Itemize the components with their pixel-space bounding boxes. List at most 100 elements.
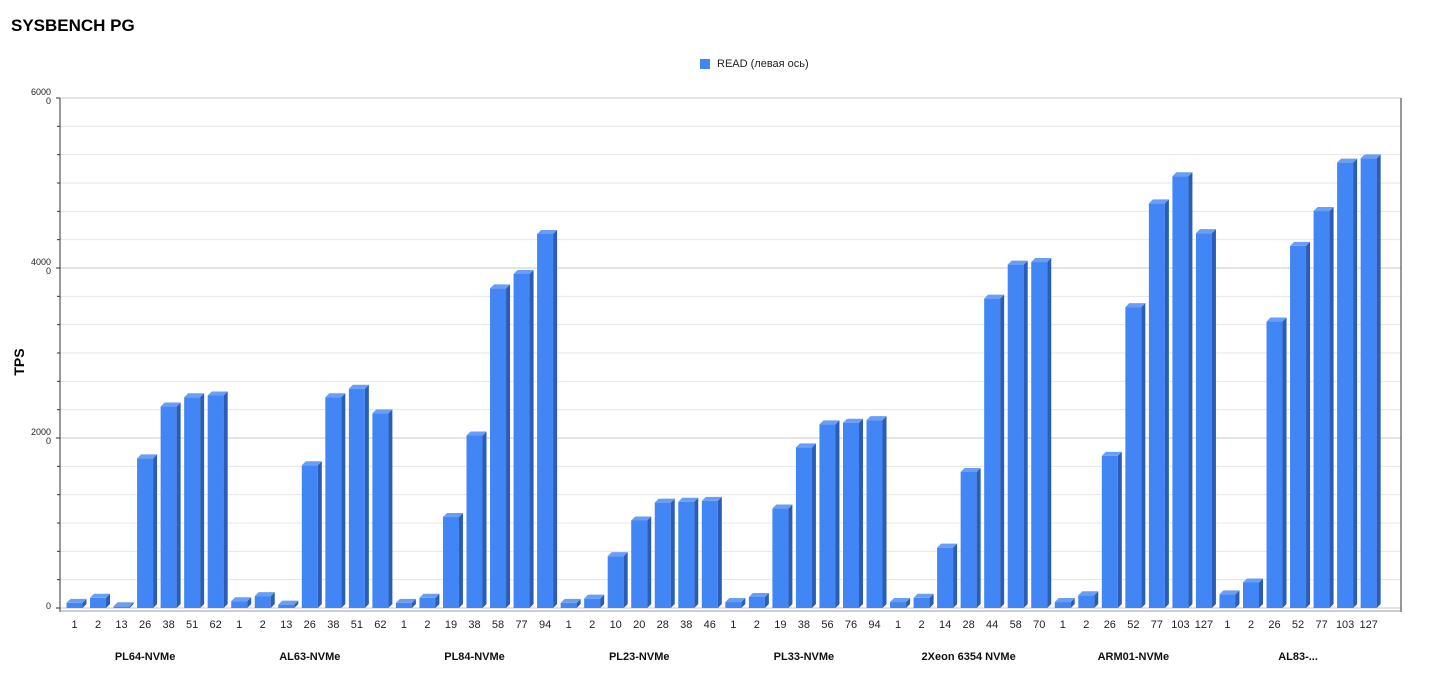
x-tick-label-5-2: 14 bbox=[939, 619, 951, 631]
x-tick-label-3-5: 38 bbox=[680, 619, 692, 631]
bar-5-0 bbox=[890, 602, 907, 608]
x-tick-label-5-3: 28 bbox=[963, 619, 975, 631]
bar-4-5-top bbox=[842, 418, 863, 423]
bar-5-3-side bbox=[976, 468, 981, 608]
bar-4-6-top bbox=[866, 416, 887, 421]
bar-0-3-top bbox=[137, 454, 158, 459]
bar-4-6 bbox=[866, 420, 883, 608]
bar-4-5 bbox=[842, 422, 859, 608]
bar-1-5-side bbox=[364, 384, 369, 608]
bar-6-4-top bbox=[1148, 199, 1169, 204]
bar-7-3 bbox=[1290, 245, 1307, 608]
bar-6-6-side bbox=[1211, 229, 1216, 608]
bar-6-5 bbox=[1172, 176, 1189, 608]
bar-0-1-top bbox=[90, 593, 111, 598]
x-tick-label-4-2: 19 bbox=[774, 619, 786, 631]
bar-2-5-top bbox=[513, 269, 534, 274]
y-tick-label-2000: 2000 bbox=[31, 427, 51, 437]
bar-5-1 bbox=[913, 597, 930, 608]
bar-6-3-top bbox=[1125, 303, 1146, 308]
x-tick-label-6-6: 127 bbox=[1195, 619, 1213, 631]
group-label-2: PL84-NVMe bbox=[444, 651, 505, 663]
x-tick-label-6-2: 26 bbox=[1104, 619, 1116, 631]
bar-0-2-side bbox=[129, 602, 134, 608]
bar-5-2-top bbox=[937, 543, 958, 548]
bar-2-0 bbox=[395, 602, 412, 608]
bar-6-1 bbox=[1078, 595, 1095, 608]
bar-2-3-side bbox=[482, 431, 487, 608]
bar-6-1-top bbox=[1078, 591, 1099, 596]
bar-3-0 bbox=[560, 602, 577, 608]
group-label-3: PL23-NVMe bbox=[609, 651, 670, 663]
bar-3-1 bbox=[584, 598, 601, 608]
x-tick-label-7-2: 26 bbox=[1268, 619, 1280, 631]
bar-2-2-top bbox=[442, 513, 463, 518]
bar-5-6-side bbox=[1047, 258, 1052, 608]
bar-5-1-top bbox=[913, 593, 934, 598]
bar-3-2-side bbox=[623, 552, 628, 608]
x-tick-label-4-1: 2 bbox=[754, 619, 760, 631]
bar-1-2 bbox=[278, 604, 295, 608]
x-tick-label-3-0: 1 bbox=[566, 619, 572, 631]
bar-7-1-side bbox=[1259, 578, 1263, 608]
x-tick-label-3-1: 2 bbox=[589, 619, 595, 631]
group-label-1: AL63-NVMe bbox=[279, 651, 340, 663]
x-tick-label-2-5: 77 bbox=[515, 619, 527, 631]
y-tick-label-6000-suffix: 0 bbox=[46, 96, 51, 106]
bar-2-2-side bbox=[458, 513, 463, 608]
bar-7-5-side bbox=[1353, 158, 1358, 608]
bar-4-2-side bbox=[788, 504, 793, 608]
bar-1-3-side bbox=[317, 461, 322, 608]
x-tick-label-4-3: 38 bbox=[798, 619, 810, 631]
bar-3-0-side bbox=[576, 598, 581, 608]
bar-7-6-top bbox=[1360, 154, 1381, 159]
bar-3-2-top bbox=[607, 552, 628, 557]
bar-6-2 bbox=[1101, 455, 1118, 608]
x-tick-label-7-4: 77 bbox=[1315, 619, 1327, 631]
bar-0-5-top bbox=[184, 393, 205, 398]
bar-6-0-top bbox=[1054, 598, 1075, 603]
x-tick-label-2-3: 38 bbox=[468, 619, 480, 631]
x-tick-label-2-1: 2 bbox=[424, 619, 430, 631]
y-tick-label-4000-suffix: 0 bbox=[46, 266, 51, 276]
legend-swatch bbox=[700, 59, 710, 69]
bar-3-5-top bbox=[678, 497, 699, 502]
bar-0-3 bbox=[137, 458, 154, 608]
bar-4-4 bbox=[819, 424, 836, 608]
group-label-6: ARM01-NVMe bbox=[1098, 651, 1170, 663]
x-tick-label-3-3: 20 bbox=[633, 619, 645, 631]
bar-2-0-top bbox=[395, 598, 416, 603]
bar-0-4 bbox=[160, 406, 177, 608]
bar-0-1 bbox=[90, 597, 107, 608]
bar-4-0 bbox=[725, 602, 742, 608]
bar-3-1-top bbox=[584, 594, 605, 599]
bar-1-1-top bbox=[254, 592, 275, 597]
bar-2-5-side bbox=[529, 269, 534, 608]
x-tick-label-0-4: 38 bbox=[162, 619, 174, 631]
bar-3-6-top bbox=[701, 496, 722, 501]
bar-6-1-side bbox=[1094, 591, 1099, 608]
bar-3-4-side bbox=[670, 498, 675, 608]
x-tick-label-6-5: 103 bbox=[1171, 619, 1189, 631]
bar-1-1-side bbox=[270, 592, 275, 608]
bar-3-1-side bbox=[600, 594, 605, 608]
bar-7-2-side bbox=[1282, 317, 1287, 608]
bar-4-6-side bbox=[882, 416, 887, 608]
bar-1-4 bbox=[325, 397, 342, 608]
bar-2-3 bbox=[466, 435, 483, 608]
x-tick-label-2-6: 94 bbox=[539, 619, 551, 631]
group-labels: PL64-NVMe AL63-NVMe PL84-NVMe PL23-NVMe PL33… bbox=[115, 651, 1318, 663]
bar-4-4-side bbox=[835, 420, 840, 608]
bar-6-2-side bbox=[1117, 451, 1122, 608]
x-tick-label-4-0: 1 bbox=[730, 619, 736, 631]
bar-0-5 bbox=[184, 397, 201, 608]
x-tick-label-5-4: 44 bbox=[986, 619, 998, 631]
bar-3-3-side bbox=[647, 516, 652, 608]
bar-1-1 bbox=[254, 596, 271, 608]
bar-6-4-side bbox=[1164, 199, 1169, 608]
axes bbox=[56, 97, 1402, 612]
bar-3-2 bbox=[607, 556, 624, 608]
x-tick-labels: 1 2 13 26 38 51 62 1 2 13 26 38 51 62 1 2 19 38 58 77 94 1 2 10… bbox=[71, 619, 1377, 631]
bar-1-3-top bbox=[301, 461, 322, 466]
bar-6-5-top bbox=[1172, 172, 1193, 177]
